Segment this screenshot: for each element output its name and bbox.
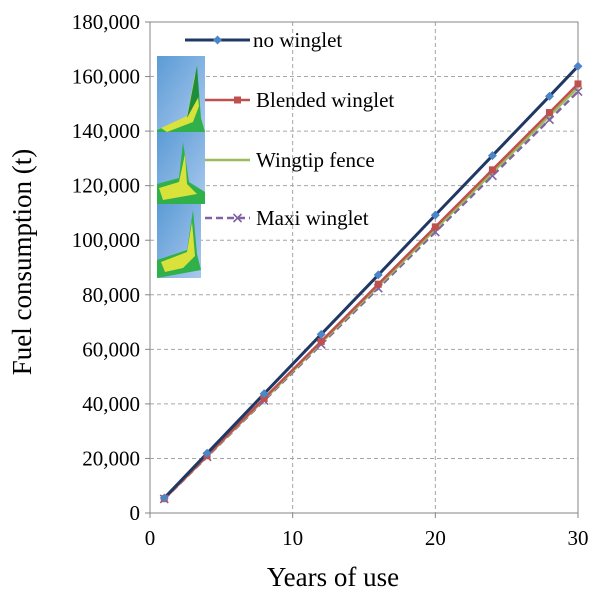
legend-label: Wingtip fence bbox=[256, 148, 375, 172]
y-tick-label: 60,000 bbox=[82, 337, 140, 361]
x-tick-label: 0 bbox=[145, 526, 156, 550]
y-tick-label: 0 bbox=[130, 501, 141, 525]
axes bbox=[145, 21, 579, 518]
y-tick-label: 160,000 bbox=[72, 65, 140, 89]
data-point bbox=[487, 151, 497, 161]
tick-labels: 0 20,000 40,000 60,000 80,000 100,000 120,000 1… bbox=[72, 10, 589, 550]
y-tick-label: 80,000 bbox=[82, 283, 140, 307]
data-point bbox=[431, 223, 439, 231]
legend-item-wingtip-fence: Wingtip fence bbox=[205, 148, 375, 172]
plot-area-frame bbox=[149, 21, 579, 514]
data-point bbox=[259, 389, 269, 399]
data-point bbox=[544, 115, 555, 125]
y-tick-label: 40,000 bbox=[82, 392, 140, 416]
y-tick-label: 100,000 bbox=[72, 228, 140, 252]
legend-label: Blended winglet bbox=[256, 88, 394, 112]
data-point bbox=[573, 86, 583, 97]
data-point bbox=[573, 61, 583, 71]
x-axis-title: Years of use bbox=[267, 562, 399, 590]
legend-item-no-winglet: no winglet bbox=[185, 28, 342, 52]
data-point bbox=[316, 329, 326, 339]
legend-label: no winglet bbox=[253, 28, 342, 52]
y-axis-title: Fuel consumption (t) bbox=[7, 149, 37, 375]
wingtip-fence-thumbnail bbox=[157, 204, 201, 278]
winglet-thumbnails bbox=[157, 56, 205, 278]
x-tick-label: 10 bbox=[282, 526, 303, 550]
legend-label: Maxi winglet bbox=[256, 206, 369, 230]
y-tick-label: 140,000 bbox=[72, 119, 140, 143]
data-point bbox=[317, 337, 325, 345]
data-point bbox=[545, 109, 553, 117]
no-winglet-thumbnail bbox=[157, 56, 205, 132]
blended-winglet-thumbnail bbox=[157, 132, 205, 204]
legend-marker bbox=[234, 96, 241, 104]
series-markers bbox=[159, 61, 583, 504]
data-point bbox=[202, 448, 212, 458]
data-point bbox=[430, 210, 440, 220]
data-point bbox=[374, 280, 382, 288]
data-point bbox=[488, 166, 496, 174]
y-tick-label: 120,000 bbox=[72, 174, 140, 198]
x-tick-label: 30 bbox=[568, 526, 589, 550]
data-point bbox=[159, 493, 169, 503]
data-point bbox=[260, 394, 268, 402]
data-point bbox=[574, 80, 582, 88]
x-tick-label: 20 bbox=[425, 526, 446, 550]
y-tick-label: 20,000 bbox=[82, 446, 140, 470]
legend-marker bbox=[213, 35, 222, 45]
data-point bbox=[544, 91, 554, 101]
series-lines bbox=[163, 65, 580, 500]
series-line-no-winglet bbox=[163, 65, 580, 500]
legend-item-blended-winglet: Blended winglet bbox=[205, 88, 394, 112]
legend-item-maxi-winglet: Maxi winglet bbox=[205, 206, 369, 230]
data-point bbox=[373, 270, 383, 280]
series-line-blended-winglet bbox=[163, 83, 579, 500]
y-tick-label: 180,000 bbox=[72, 10, 140, 34]
legend: no winglet Blended winglet Wingtip fence Ma… bbox=[185, 28, 394, 230]
legend-marker bbox=[232, 213, 243, 223]
